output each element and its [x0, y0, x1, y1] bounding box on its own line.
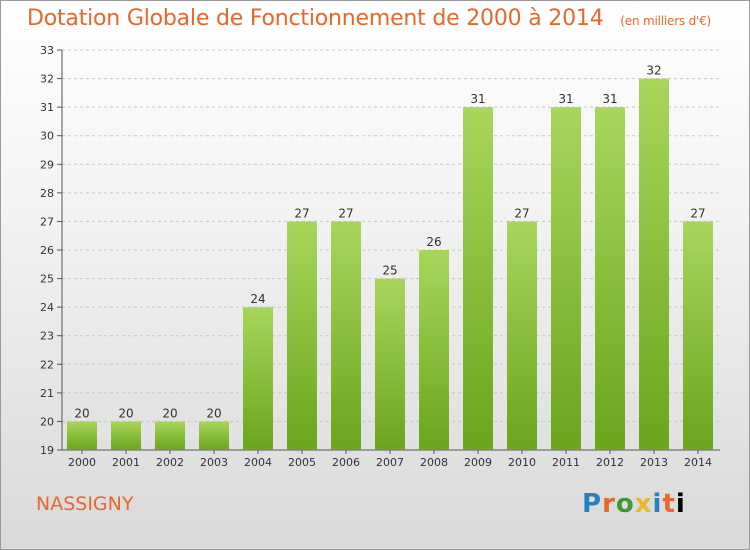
bar-2006: [331, 221, 361, 450]
data-labels: 20 20 20 20 24 27 27 25 26 31 27 31 31 32 27: [74, 64, 705, 421]
bar-2007: [375, 278, 405, 450]
x-tick-labels: 2000 2001 2002 2003 2004 2005 2006 2007 2008 2009…: [68, 456, 712, 469]
bar-2000: [67, 421, 97, 450]
bar-2008: [419, 250, 449, 450]
y-tick-labels: 19 20 21 22 23 24 25 26 27 28 29 30 31 32 33: [40, 44, 54, 457]
x-tick-label-2007: 2007: [376, 456, 404, 469]
data-label-2007: 25: [382, 264, 397, 278]
y-tick-label: 22: [40, 358, 54, 371]
bar-2014: [683, 221, 713, 450]
x-tick-label-2013: 2013: [640, 456, 668, 469]
bar-2002: [155, 421, 185, 450]
x-tick-label-2002: 2002: [156, 456, 184, 469]
data-label-2011: 31: [558, 92, 573, 106]
bar-2010: [507, 221, 537, 450]
data-label-2014: 27: [690, 206, 705, 220]
bar-2004: [243, 307, 273, 450]
y-tick-label: 19: [40, 444, 54, 457]
y-tick-label: 25: [40, 273, 54, 286]
data-label-2006: 27: [338, 206, 353, 220]
data-label-2001: 20: [118, 406, 133, 420]
y-tick-label: 26: [40, 244, 54, 257]
data-label-2002: 20: [162, 406, 177, 420]
bars: [67, 78, 713, 451]
y-tick-label: 27: [40, 215, 54, 228]
data-label-2013: 32: [646, 64, 661, 78]
y-tick-label: 24: [40, 301, 54, 314]
chart-title: Dotation Globale de Fonctionnement de 20…: [27, 6, 711, 31]
data-label-2010: 27: [514, 206, 529, 220]
y-tick-label: 29: [40, 158, 54, 171]
data-label-2005: 27: [294, 206, 309, 220]
bar-2009: [463, 107, 493, 451]
y-tick-label: 30: [40, 130, 54, 143]
x-tick-label-2014: 2014: [684, 456, 712, 469]
y-tick-label: 32: [40, 73, 54, 86]
bar-2003: [199, 421, 229, 450]
data-label-2012: 31: [602, 92, 617, 106]
bar-2001: [111, 421, 141, 450]
x-tick-label-2012: 2012: [596, 456, 624, 469]
x-tick-label-2009: 2009: [464, 456, 492, 469]
x-tick-label-2010: 2010: [508, 456, 536, 469]
data-label-2003: 20: [206, 406, 221, 420]
data-label-2004: 24: [250, 292, 265, 306]
data-label-2000: 20: [74, 406, 89, 420]
chart-subtitle: (en milliers d'€): [620, 14, 712, 28]
bar-2011: [551, 107, 581, 451]
x-tick-label-2001: 2001: [112, 456, 140, 469]
y-tick-label: 20: [40, 415, 54, 428]
x-tick-label-2008: 2008: [420, 456, 448, 469]
proxiti-logo: Proxiti: [582, 489, 686, 519]
y-tick-label: 31: [40, 101, 54, 114]
x-tick-label-2000: 2000: [68, 456, 96, 469]
chart-title-text: Dotation Globale de Fonctionnement de 20…: [27, 6, 604, 31]
x-tick-label-2003: 2003: [200, 456, 228, 469]
y-tick-label: 33: [40, 44, 54, 57]
x-tick-label-2011: 2011: [552, 456, 580, 469]
bar-2012: [595, 107, 625, 451]
x-tick-label-2005: 2005: [288, 456, 316, 469]
bar-2005: [287, 221, 317, 450]
data-label-2009: 31: [470, 92, 485, 106]
x-tick-label-2004: 2004: [244, 456, 272, 469]
bar-2013: [639, 78, 669, 451]
y-tick-label: 23: [40, 330, 54, 343]
y-tick-label: 28: [40, 187, 54, 200]
y-tick-label: 21: [40, 387, 54, 400]
data-label-2008: 26: [426, 235, 441, 249]
commune-name: NASSIGNY: [36, 493, 134, 515]
x-tick-label-2006: 2006: [332, 456, 360, 469]
